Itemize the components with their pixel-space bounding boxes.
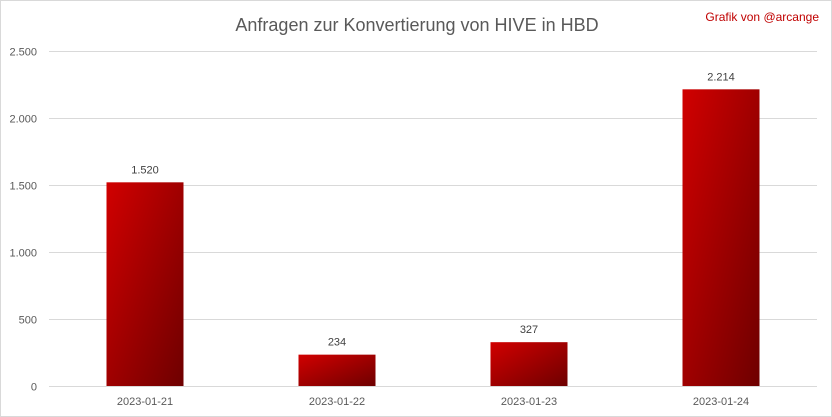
y-tick-label: 2.000 — [9, 114, 37, 126]
chart-title: Anfragen zur Konvertierung von HIVE in H… — [235, 15, 599, 35]
y-tick-label: 2.500 — [9, 47, 37, 59]
y-axis-ticks: 0 500 1.000 1.500 2.000 2.500 — [9, 47, 37, 394]
y-tick-label: 1.000 — [9, 248, 37, 260]
bar — [106, 182, 184, 386]
chart-credit: Grafik von @arcange — [705, 10, 819, 24]
y-tick-label: 0 — [31, 382, 37, 394]
bar — [298, 354, 376, 386]
bar — [682, 89, 760, 386]
bar-value-label: 2.214 — [707, 71, 735, 83]
bar-value-label: 234 — [328, 337, 346, 349]
x-tick-label: 2023-01-22 — [309, 396, 365, 408]
y-tick-label: 1.500 — [9, 181, 37, 193]
x-axis-ticks: 2023-01-21 2023-01-22 2023-01-23 2023-01-24 — [117, 396, 749, 408]
x-tick-label: 2023-01-24 — [693, 396, 749, 408]
data-labels: 1.520 234 327 2.214 — [131, 71, 735, 348]
bar-value-label: 1.520 — [131, 164, 159, 176]
bar-value-label: 327 — [520, 324, 538, 336]
x-tick-label: 2023-01-23 — [501, 396, 557, 408]
bar — [490, 342, 568, 386]
x-tick-label: 2023-01-21 — [117, 396, 173, 408]
bars — [106, 89, 760, 386]
y-tick-label: 500 — [19, 315, 37, 327]
